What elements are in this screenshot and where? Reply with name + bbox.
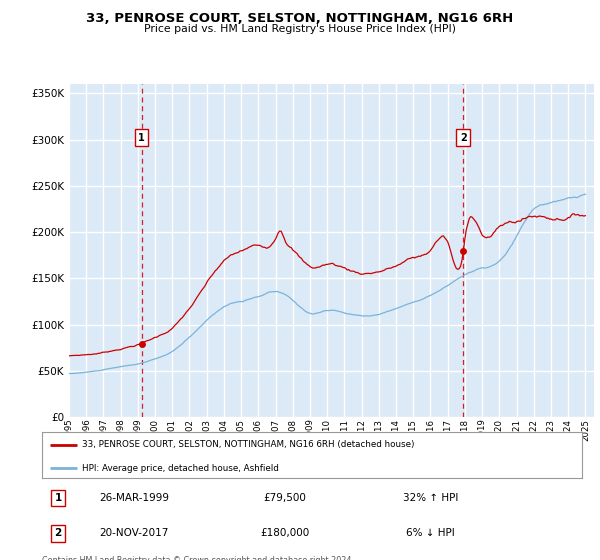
Text: 1: 1 xyxy=(138,133,145,143)
Text: 2: 2 xyxy=(55,529,62,538)
Text: 2: 2 xyxy=(460,133,467,143)
Text: 32% ↑ HPI: 32% ↑ HPI xyxy=(403,493,458,503)
Text: Price paid vs. HM Land Registry's House Price Index (HPI): Price paid vs. HM Land Registry's House … xyxy=(144,24,456,34)
Text: Contains HM Land Registry data © Crown copyright and database right 2024.
This d: Contains HM Land Registry data © Crown c… xyxy=(42,556,354,560)
Text: 20-NOV-2017: 20-NOV-2017 xyxy=(99,529,169,538)
Text: 33, PENROSE COURT, SELSTON, NOTTINGHAM, NG16 6RH: 33, PENROSE COURT, SELSTON, NOTTINGHAM, … xyxy=(86,12,514,25)
Text: 6% ↓ HPI: 6% ↓ HPI xyxy=(406,529,455,538)
Text: 26-MAR-1999: 26-MAR-1999 xyxy=(99,493,169,503)
Text: 33, PENROSE COURT, SELSTON, NOTTINGHAM, NG16 6RH (detached house): 33, PENROSE COURT, SELSTON, NOTTINGHAM, … xyxy=(83,440,415,449)
Text: £180,000: £180,000 xyxy=(260,529,310,538)
Text: £79,500: £79,500 xyxy=(263,493,307,503)
Text: 1: 1 xyxy=(55,493,62,503)
Text: HPI: Average price, detached house, Ashfield: HPI: Average price, detached house, Ashf… xyxy=(83,464,280,473)
